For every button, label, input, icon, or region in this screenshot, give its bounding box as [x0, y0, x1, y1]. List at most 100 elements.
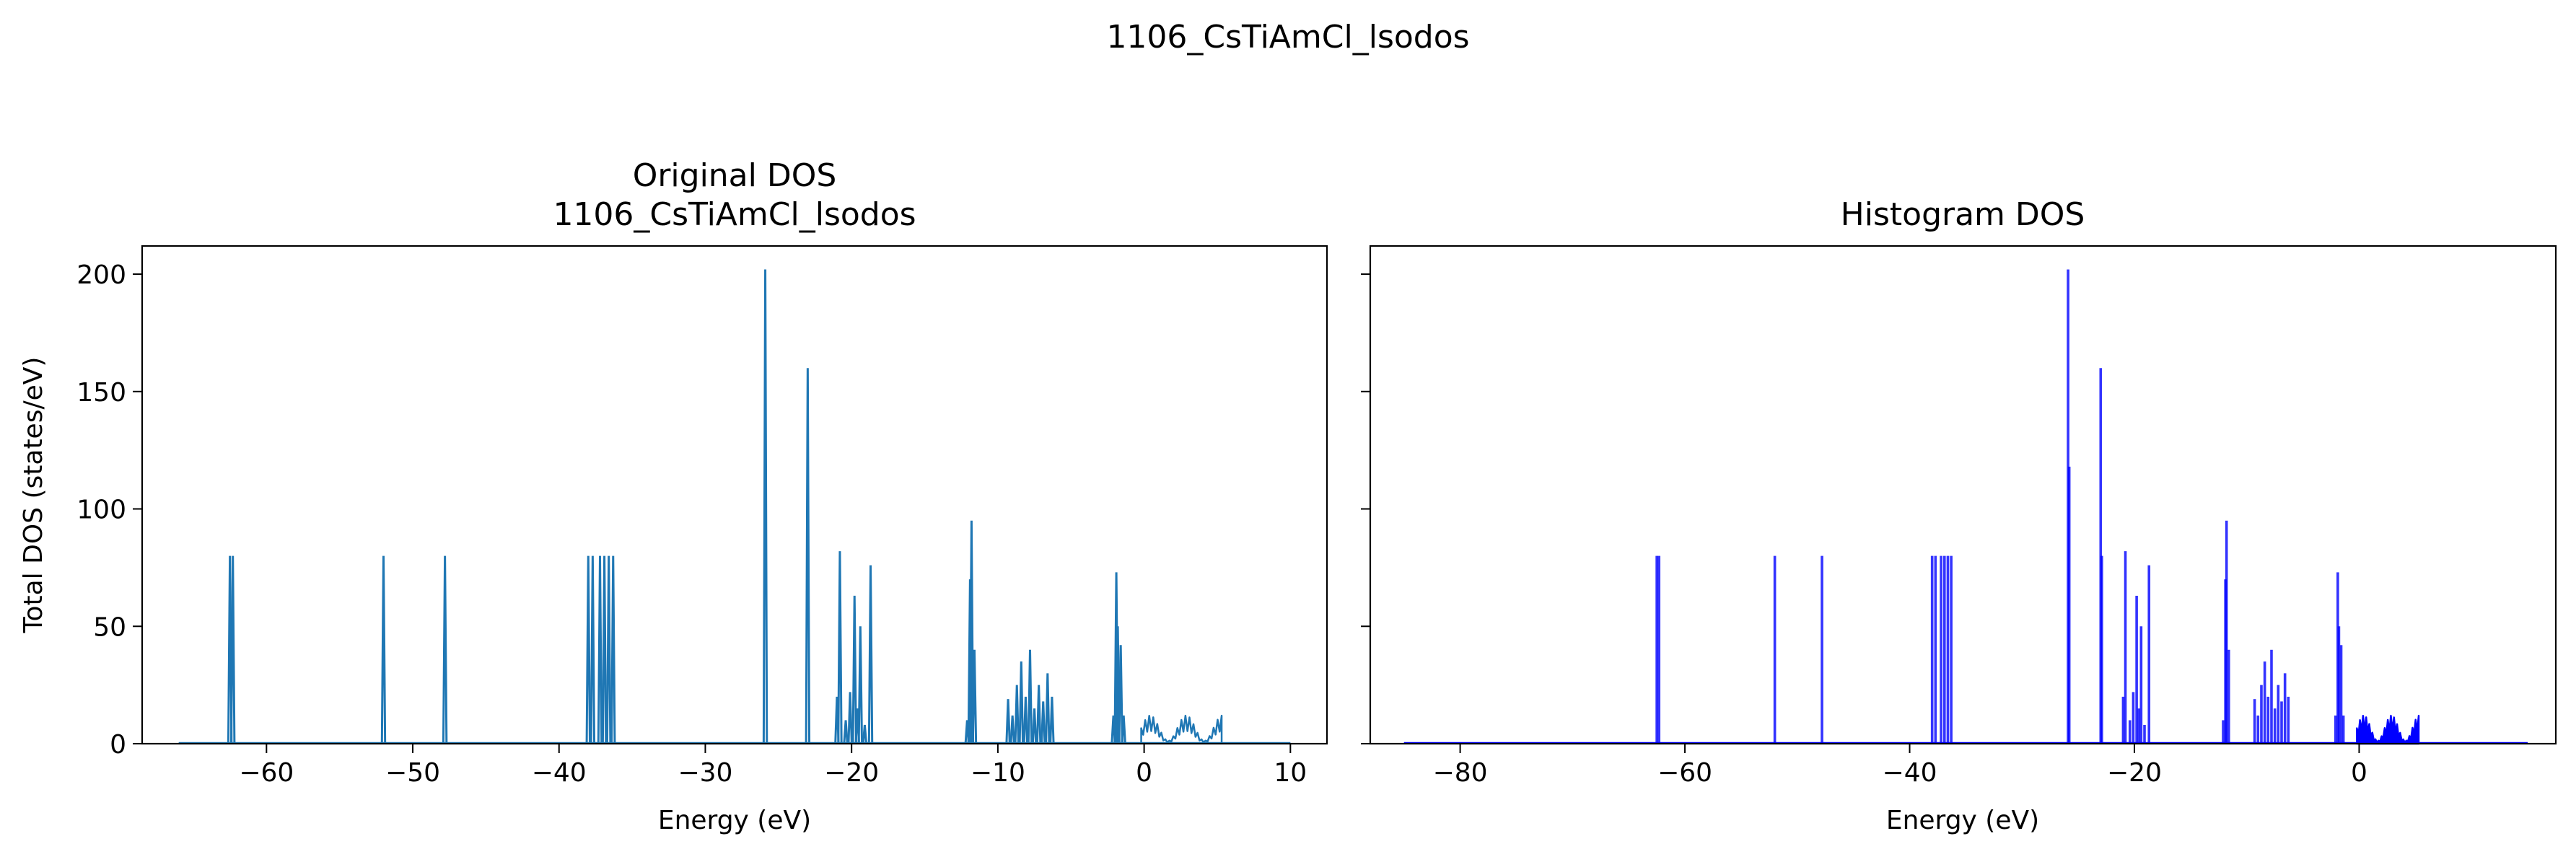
dos-peak — [1005, 699, 1011, 744]
dos-bar — [2121, 696, 2125, 744]
dos-peak — [762, 269, 768, 744]
dos-bar — [1821, 555, 1823, 744]
x-tick-label: 0 — [1136, 758, 1152, 788]
dos-peak — [1022, 696, 1029, 744]
dos-bar — [2263, 661, 2266, 744]
dos-peak — [1027, 649, 1033, 744]
panel-original-dos: Original DOS 1106_CsTiAmCl_lsodos −60 −50… — [19, 157, 1328, 835]
dos-bar — [2222, 720, 2225, 744]
x-tick-label: 0 — [2351, 758, 2367, 788]
x-tick-label: −50 — [385, 758, 440, 788]
y-axis-ticks — [1361, 273, 1370, 744]
dos-peak — [1014, 685, 1020, 744]
dos-peak — [380, 555, 387, 744]
dos-peak — [1045, 673, 1051, 744]
dos-bar — [1773, 555, 1777, 744]
dos-peak — [1009, 715, 1015, 744]
x-tick-label: −10 — [971, 758, 1025, 788]
x-axis-label: Energy (eV) — [1886, 806, 2039, 835]
dos-peak — [605, 555, 612, 744]
dos-bar — [1657, 555, 1661, 744]
y-tick-label: 50 — [93, 612, 126, 642]
dos-bar — [2147, 565, 2151, 744]
y-tick-label: 100 — [76, 496, 126, 525]
dos-bar — [1934, 555, 1937, 744]
x-axis-ticks: −60 −50 −40 −30 −20 −10 0 10 — [239, 744, 1307, 788]
dos-peak — [843, 720, 849, 744]
dos-histogram-bars — [1403, 269, 2528, 745]
x-tick-label: −80 — [1433, 758, 1488, 788]
panel-title: Histogram DOS — [1841, 196, 2085, 233]
x-tick-label: −40 — [532, 758, 587, 788]
y-axis-label: Total DOS (states/eV) — [19, 357, 48, 634]
dos-peak — [862, 724, 868, 744]
dos-bar — [2227, 649, 2230, 744]
dos-peak — [590, 555, 596, 744]
y-axis-ticks: 0 50 100 150 200 — [76, 260, 142, 760]
panel-title-line1: Original DOS — [633, 157, 837, 194]
panel-histogram-dos: Histogram DOS −80 −60 −40 −20 0 Energy (eV) — [1361, 196, 2557, 835]
dos-peak — [610, 555, 616, 744]
dos-bar — [2280, 701, 2283, 744]
dos-bar — [2266, 696, 2270, 744]
dos-peak — [1049, 696, 1055, 744]
dos-peak — [851, 595, 857, 744]
dos-bar — [1946, 555, 1950, 744]
dos-peak — [585, 555, 591, 744]
dos-peak — [857, 626, 864, 744]
dos-peak — [1031, 708, 1038, 744]
x-tick-label: −60 — [239, 758, 294, 788]
dos-bar — [2334, 715, 2337, 744]
dos-peak — [968, 520, 975, 744]
dos-line-series — [178, 269, 1291, 744]
dos-bar — [2139, 626, 2143, 744]
dos-bar — [2337, 626, 2341, 744]
dos-peak — [847, 692, 853, 744]
x-axis-ticks: −80 −60 −40 −20 0 — [1433, 744, 2367, 788]
y-tick-label: 200 — [76, 260, 126, 290]
dos-bar — [2143, 724, 2146, 744]
dos-bar — [2273, 708, 2277, 744]
dos-bar — [2341, 715, 2345, 744]
x-tick-label: −40 — [1883, 758, 1937, 788]
dos-peak — [1035, 685, 1042, 744]
dos-bar — [1940, 555, 1942, 744]
dos-bar — [2225, 520, 2228, 744]
dos-bar — [1930, 555, 1934, 744]
dos-bar — [2067, 466, 2071, 744]
x-tick-label: −30 — [678, 758, 732, 788]
dos-band — [1140, 714, 1223, 744]
dos-bar — [2339, 645, 2343, 744]
dos-bar — [2256, 715, 2260, 744]
dos-peak — [1041, 701, 1046, 744]
dos-peak — [1121, 715, 1126, 744]
dos-peak — [805, 368, 811, 744]
dos-peak — [229, 555, 236, 744]
dos-peak — [867, 565, 874, 744]
dos-bar — [2287, 696, 2290, 744]
dos-peak — [1018, 661, 1025, 744]
dos-bar — [2137, 708, 2141, 744]
plot-frame — [141, 245, 1328, 745]
x-tick-label: −20 — [824, 758, 879, 788]
dos-peak — [442, 555, 448, 744]
dos-bar — [2100, 555, 2103, 744]
dos-band — [2356, 714, 2420, 745]
dos-bar — [2124, 551, 2127, 744]
dos-bar — [2283, 673, 2287, 744]
dos-bar — [1655, 555, 1658, 744]
x-tick-label: −60 — [1657, 758, 1712, 788]
y-tick-label: 0 — [110, 730, 126, 760]
x-tick-label: 10 — [1274, 758, 1307, 788]
dos-peak — [971, 649, 978, 744]
figure-suptitle: 1106_CsTiAmCl_lsodos — [1106, 19, 1469, 56]
dos-bar — [1943, 555, 1946, 744]
dos-bar — [2260, 685, 2263, 744]
dos-bar — [2135, 595, 2138, 744]
dos-peak — [601, 555, 608, 744]
dos-bar — [2132, 692, 2135, 744]
y-tick-label: 150 — [76, 378, 126, 408]
x-tick-label: −20 — [2107, 758, 2162, 788]
